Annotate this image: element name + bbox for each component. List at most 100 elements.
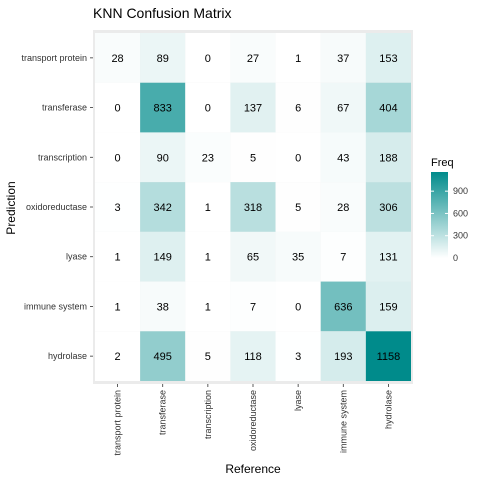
legend: Freq 0 300 600 900 [431,157,468,263]
heatmap-cell [140,132,186,183]
legend-tick-label: 300 [453,231,468,241]
x-tick-label: transport protein [113,390,123,456]
cell-value-label: 89 [157,53,169,65]
heatmap-cell [230,132,276,183]
y-tick-label: oxidoreductase [26,202,87,212]
y-tick-label: transferase [42,103,87,113]
cell-value-label: 1 [205,252,211,264]
heatmap-cell [365,281,411,332]
heatmap-cell [140,331,186,381]
heatmap-cell [275,331,321,381]
heatmap-cell [320,182,366,232]
heatmap-cells [95,33,411,381]
heatmap-cell [230,182,276,232]
cell-value-label: 6 [295,103,301,115]
cell-value-label: 1 [115,301,121,313]
heatmap-cell [320,33,366,83]
heatmap-cell [230,33,276,83]
legend-color-bar [431,172,448,258]
x-tick-label: hydrolase [383,390,393,429]
heatmap-cell [185,82,231,133]
cell-value-label: 149 [154,252,172,264]
cell-value-label: 1158 [377,351,401,363]
heatmap-cell [185,331,231,381]
cell-value-label: 137 [244,103,262,115]
heatmap-cell [185,281,231,332]
cell-value-label: 28 [337,202,349,214]
heatmap-cell [275,182,321,232]
heatmap-cell [365,33,411,83]
heatmap-cell [320,281,366,332]
cell-value-label: 0 [205,53,211,65]
cell-value-label: 342 [154,202,172,214]
heatmap-cell [230,82,276,133]
cell-value-label: 5 [295,202,301,214]
x-tick-label: lyase [293,390,303,411]
cell-value-label: 43 [337,152,349,164]
cell-value-label: 636 [334,301,352,313]
heatmap-cell [320,82,366,133]
cell-value-label: 193 [334,351,352,363]
cell-value-label: 7 [250,301,256,313]
legend-tick-label: 900 [453,186,468,196]
cell-value-label: 65 [247,252,259,264]
heatmap-cell [230,331,276,381]
heatmap-cell [365,132,411,183]
y-tick-label: immune system [24,301,87,311]
heatmap-cell [140,33,186,83]
heatmap-cell [140,281,186,332]
heatmap-cell [140,182,186,232]
heatmap-cell [275,33,321,83]
heatmap-cell [275,231,321,282]
cell-value-label: 2 [115,351,121,363]
heatmap-cell [320,331,366,381]
y-tick-label: hydrolase [48,351,87,361]
cell-value-label: 404 [379,103,397,115]
y-axis-ticks: transport protein transferase transcriptio… [21,53,93,361]
cell-value-label: 833 [154,103,172,115]
x-axis-title: Reference [225,462,281,476]
heatmap-cell [275,82,321,133]
heatmap-cell [320,132,366,183]
legend-title: Freq [431,157,454,169]
heatmap-cell [95,281,141,332]
x-axis-ticks: transport protein transferase transcriptio… [113,384,393,456]
heatmap-cell [185,231,231,282]
heatmap-cell [365,182,411,232]
cell-value-label: 118 [244,351,262,363]
cell-value-label: 90 [157,152,169,164]
heatmap-cell [185,33,231,83]
heatmap-cell [275,281,321,332]
heatmap-cell [95,82,141,133]
cell-value-label: 131 [379,252,397,264]
cell-value-label: 27 [247,53,259,65]
heatmap-cell [275,132,321,183]
y-tick-label: lyase [66,252,87,262]
cell-value-label: 1 [205,301,211,313]
cell-value-label: 495 [154,351,172,363]
cell-value-label: 5 [205,351,211,363]
heatmap-cell [365,82,411,133]
heatmap-cell [95,33,141,83]
y-axis-title: Prediction [4,181,18,234]
heatmap-cell [95,331,141,381]
cell-value-label: 38 [157,301,169,313]
cell-value-label: 0 [205,103,211,115]
x-tick-label: transcription [203,390,213,439]
cell-value-label: 1 [205,202,211,214]
chart-title: KNN Confusion Matrix [93,5,232,21]
legend-ticks: 0 300 600 900 [431,186,468,263]
heatmap-cell [95,182,141,232]
cell-value-label: 0 [115,152,121,164]
cell-value-label: 0 [295,152,301,164]
y-tick-label: transport protein [21,53,87,63]
cell-value-label: 318 [244,202,262,214]
cell-value-label: 153 [379,53,397,65]
heatmap-cell [365,231,411,282]
cell-value-label: 7 [340,252,346,264]
cell-value-label: 35 [292,252,304,264]
heatmap-cell [230,231,276,282]
heatmap-cell [95,231,141,282]
cell-value-label: 5 [250,152,256,164]
